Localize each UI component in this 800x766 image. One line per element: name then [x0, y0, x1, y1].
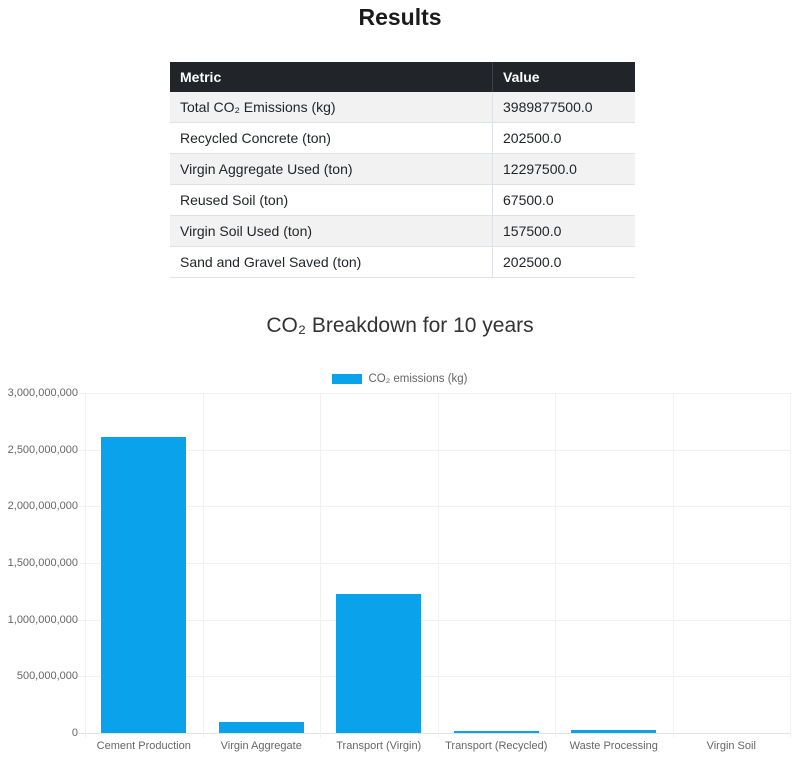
gridline-horizontal [79, 393, 790, 394]
x-tick-label: Transport (Virgin) [336, 740, 422, 752]
value-cell: 3989877500.0 [492, 92, 635, 123]
chart-legend[interactable]: CO₂ emissions (kg) [0, 373, 800, 385]
x-tick-label: Cement Production [96, 740, 191, 752]
legend-label: CO₂ emissions (kg) [368, 373, 468, 385]
x-tick-label: Waste Processing [569, 740, 658, 752]
value-column-header: Value [492, 62, 635, 92]
gridline-vertical [555, 393, 556, 738]
y-axis: 0 500,000,000 1,000,000,000 1,500,000,000 2,… [0, 387, 78, 739]
table-row: Reused Soil (ton) 67500.0 [170, 184, 635, 216]
value-cell: 12297500.0 [492, 153, 635, 185]
x-tick-label: Transport (Recycled) [445, 740, 548, 752]
y-tick-label: 1,000,000,000 [7, 613, 78, 626]
chart-bar [571, 729, 657, 733]
table-row: Virgin Aggregate Used (ton) 12297500.0 [170, 153, 635, 185]
table-row: Virgin Soil Used (ton) 157500.0 [170, 215, 635, 247]
gridline-vertical [85, 393, 86, 738]
metric-cell: Virgin Soil Used (ton) [170, 215, 493, 247]
table-row: Sand and Gravel Saved (ton) 202500.0 [170, 246, 635, 278]
y-tick-label: 0 [71, 727, 78, 739]
table-row: Recycled Concrete (ton) 202500.0 [170, 122, 635, 154]
metric-cell: Reused Soil (ton) [170, 184, 493, 216]
gridline-horizontal [79, 676, 790, 678]
x-tick-label: Virgin Soil [706, 740, 756, 752]
gridline-vertical [202, 393, 204, 738]
legend-swatch [332, 374, 363, 384]
value-cell: 157500.0 [492, 215, 635, 247]
chart-bar [218, 721, 304, 733]
chart-bar [336, 593, 422, 733]
y-tick-label: 3,000,000,000 [7, 387, 78, 399]
gridline-vertical [672, 393, 674, 738]
value-cell: 202500.0 [492, 246, 635, 278]
gridline-vertical [437, 393, 439, 738]
chart-bar [101, 437, 187, 733]
gridline-horizontal [79, 563, 790, 564]
gridline-horizontal [79, 449, 790, 451]
y-tick-label: 2,500,000,000 [7, 443, 78, 456]
gridline-horizontal [79, 619, 790, 621]
plot-area: Cement Production Virgin Aggregate Transpo… [79, 393, 791, 752]
metric-cell: Recycled Concrete (ton) [170, 122, 493, 154]
table-header-row: Metric Value [170, 62, 635, 92]
metric-cell: Total CO₂ Emissions (kg) [170, 92, 493, 123]
gridline-vertical [790, 393, 791, 738]
metric-cell: Sand and Gravel Saved (ton) [170, 246, 493, 278]
y-tick-label: 1,500,000,000 [7, 557, 78, 569]
y-tick-label: 500,000,000 [16, 670, 78, 683]
gridline-horizontal [79, 506, 790, 508]
results-table: Metric Value Total CO₂ Emissions (kg) 398… [170, 62, 635, 278]
gridline-vertical [320, 393, 321, 738]
table-row: Total CO₂ Emissions (kg) 3989877500.0 [170, 92, 635, 123]
metric-column-header: Metric [170, 62, 493, 92]
chart-title: CO₂ Breakdown for 10 years [266, 314, 534, 337]
gridline-horizontal [79, 733, 790, 734]
value-cell: 202500.0 [492, 122, 635, 154]
metric-cell: Virgin Aggregate Used (ton) [170, 153, 493, 185]
page-title: Results [358, 4, 442, 30]
y-tick-label: 2,000,000,000 [7, 500, 78, 513]
chart-bar [453, 730, 539, 733]
x-tick-label: Virgin Aggregate [220, 740, 302, 752]
value-cell: 67500.0 [492, 184, 635, 216]
